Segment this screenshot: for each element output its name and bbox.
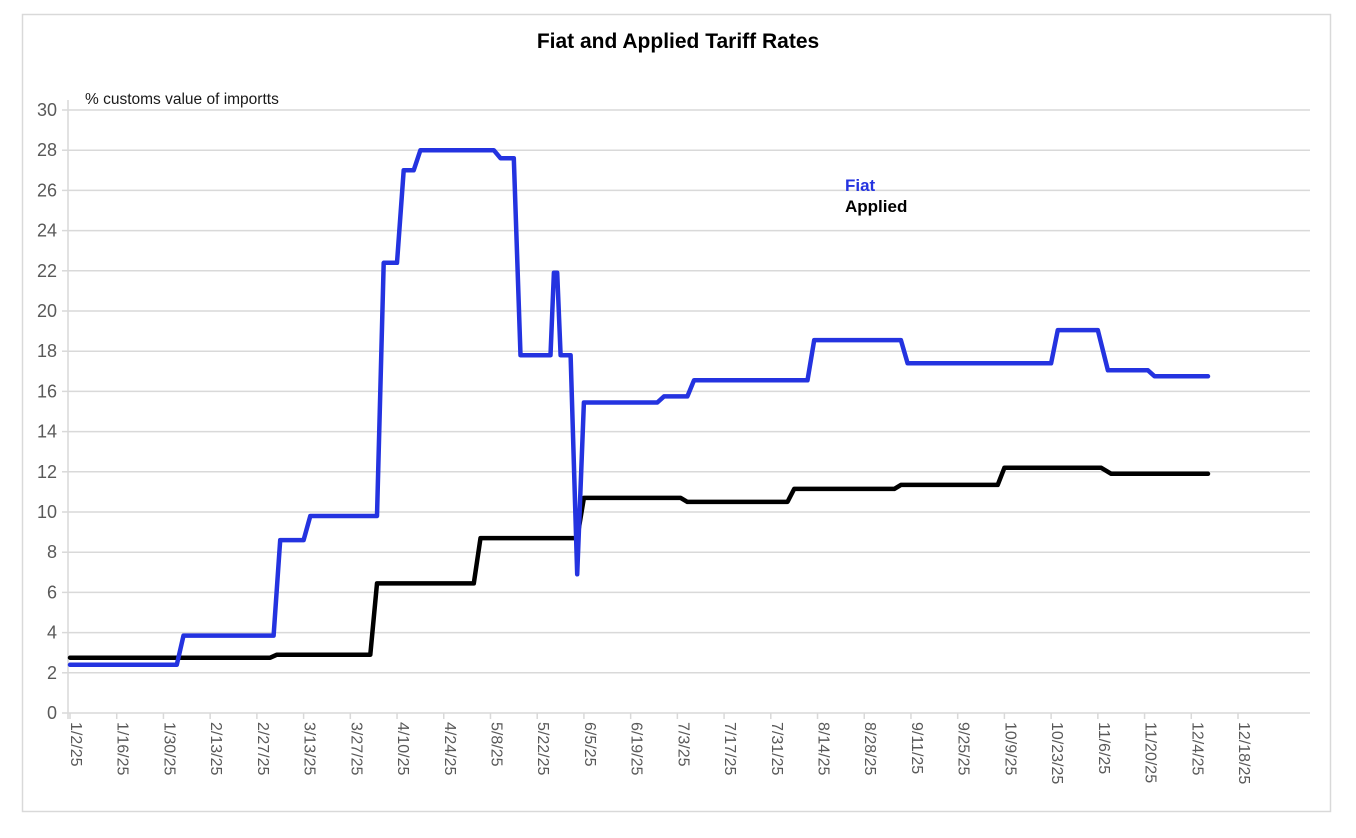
legend-label-fiat: Fiat xyxy=(845,176,876,195)
chart-title: Fiat and Applied Tariff Rates xyxy=(537,30,819,53)
x-axis-tick-label: 7/31/25 xyxy=(768,722,785,775)
x-axis-tick-label: 2/27/25 xyxy=(254,722,271,775)
y-axis-tick-label: 30 xyxy=(37,100,57,120)
series-line-fiat xyxy=(67,147,1211,668)
x-axis-tick-label: 9/25/25 xyxy=(955,722,972,775)
y-axis-tick-label: 0 xyxy=(47,703,57,723)
y-axis-tick-label: 18 xyxy=(37,341,57,361)
x-axis-tick-label: 6/19/25 xyxy=(628,722,645,775)
x-axis-tick-label: 10/9/25 xyxy=(1001,722,1018,775)
y-axis-ticks xyxy=(62,109,68,714)
x-axis-tick-label: 1/16/25 xyxy=(114,722,131,775)
x-axis-tick-label: 8/28/25 xyxy=(861,722,878,775)
x-axis-tick-label: 11/20/25 xyxy=(1142,722,1159,783)
x-axis-tick-label: 2/13/25 xyxy=(207,722,224,775)
x-axis-tick-label: 8/14/25 xyxy=(815,722,832,775)
y-axis-tick-label: 4 xyxy=(47,623,57,643)
y-axis-tick-label: 20 xyxy=(37,301,57,321)
gridlines xyxy=(68,109,1310,714)
x-axis-tick-label: 12/4/25 xyxy=(1188,722,1205,775)
x-axis-tick-label: 1/2/25 xyxy=(67,722,84,767)
y-axis-tick-label: 12 xyxy=(37,462,57,482)
y-axis-tick-label: 14 xyxy=(37,422,57,442)
y-axis-tick-label: 10 xyxy=(37,502,57,522)
chart-frame-border xyxy=(21,13,1332,813)
x-axis-tick-label: 7/17/25 xyxy=(721,722,738,775)
y-axis-unit-annotation: % customs value of importts xyxy=(85,91,279,108)
x-axis-tick-label: 4/10/25 xyxy=(394,722,411,775)
y-axis-tick-label: 28 xyxy=(37,140,57,160)
y-axis-tick-label: 24 xyxy=(37,221,57,241)
x-axis-tick-label: 6/5/25 xyxy=(581,722,598,767)
x-axis-tick-label: 3/13/25 xyxy=(301,722,318,775)
legend-label-applied: Applied xyxy=(845,197,907,216)
y-axis-tick-label: 16 xyxy=(37,381,57,401)
x-axis-tick-label: 10/23/25 xyxy=(1048,722,1065,784)
y-axis-tick-label: 6 xyxy=(47,582,57,602)
x-axis-tick-label: 3/27/25 xyxy=(347,722,364,775)
x-axis-tick-label: 11/6/25 xyxy=(1095,722,1112,774)
series-line-applied xyxy=(67,465,1211,660)
x-axis-ticks xyxy=(69,713,1239,719)
x-axis-tick-label: 7/3/25 xyxy=(674,722,691,767)
x-axis-tick-label: 5/22/25 xyxy=(534,722,551,775)
y-axis-tick-label: 22 xyxy=(37,261,57,281)
x-axis-tick-label: 12/18/25 xyxy=(1235,722,1252,784)
x-axis-labels: 1/2/25 1/16/25 1/30/25 2/13/25 2/27/25 3/13/2… xyxy=(67,722,1252,784)
x-axis-tick-label: 9/11/25 xyxy=(908,722,925,774)
y-axis-tick-label: 8 xyxy=(47,542,57,562)
x-axis-tick-label: 5/8/25 xyxy=(487,722,504,767)
y-axis-tick-label: 2 xyxy=(47,663,57,683)
series-lines xyxy=(67,147,1211,668)
x-axis-tick-label: 4/24/25 xyxy=(441,722,458,775)
y-axis-tick-label: 26 xyxy=(37,180,57,200)
x-axis-tick-label: 1/30/25 xyxy=(160,722,177,775)
